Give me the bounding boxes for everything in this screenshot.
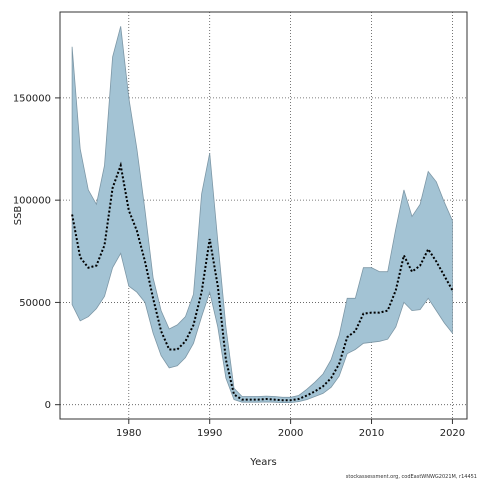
- x-tick-label: 1980: [116, 428, 141, 439]
- confidence-band: [71, 26, 453, 403]
- credit-text: stockassessment.org, codEastWNWG2021M, r…: [346, 474, 477, 480]
- x-tick-label: 2010: [359, 428, 384, 439]
- y-tick-label: 50000: [19, 298, 51, 309]
- x-tick-label: 2020: [440, 428, 465, 439]
- x-axis-label: Years: [249, 457, 276, 468]
- x-tick-label: 2000: [278, 428, 303, 439]
- y-tick-label: 0: [45, 400, 51, 411]
- estimate-line: [71, 161, 454, 402]
- axis-ticks: 1980 1990 2000 2010 2020 0 50000 100000 150000: [13, 93, 465, 439]
- y-tick-label: 100000: [13, 196, 51, 207]
- plot-frame: [59, 11, 468, 420]
- y-tick-label: 150000: [13, 93, 51, 104]
- x-tick-label: 1990: [197, 428, 222, 439]
- y-axis-label: SSB: [13, 206, 24, 226]
